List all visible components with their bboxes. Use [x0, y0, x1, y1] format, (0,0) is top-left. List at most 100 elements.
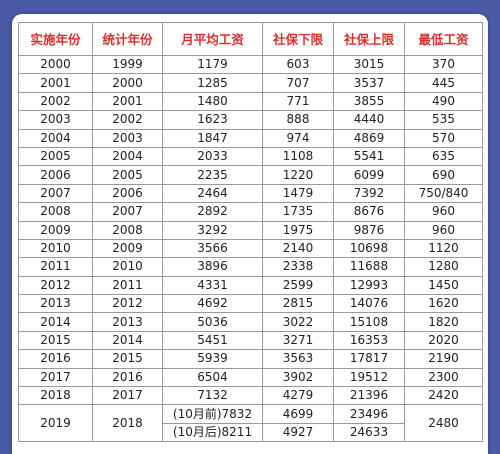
table-cell: 2010	[92, 257, 163, 277]
table-cell: 771	[262, 91, 334, 112]
table-cell: 19512	[333, 367, 405, 388]
table-cell: 1220	[262, 165, 334, 185]
table-cell: 2300	[404, 367, 483, 388]
table-cell: 2013	[92, 312, 163, 332]
table-row: 2015 2014 5451 3271 16353 2020	[18, 330, 483, 351]
table-cell: 445	[404, 73, 483, 93]
table-cell: 2004	[92, 146, 163, 167]
header-cell: 统计年份	[92, 22, 163, 56]
table-cell: 14076	[333, 294, 405, 314]
table-cell: 1179	[162, 54, 263, 75]
table-cell: 2019	[18, 404, 93, 443]
table-cell: 2002	[92, 110, 163, 130]
table-cell: 2011	[92, 275, 163, 296]
header-cell: 最低工资	[404, 22, 483, 56]
table-cell: 3563	[262, 349, 334, 369]
table-cell: 1108	[262, 146, 334, 167]
table-row: 2007 2006 2464 1479 7392 750/840	[18, 183, 483, 204]
table-cell: 1120	[404, 238, 483, 259]
table-row: 2012 2011 4331 2599 12993 1450	[18, 275, 483, 296]
table-row: 2014 2013 5036 3022 15108 1820	[18, 312, 483, 332]
table-cell: 6099	[333, 165, 405, 185]
table-cell: 10698	[333, 238, 405, 259]
table-cell: 4699	[262, 404, 334, 424]
table-cell: 9876	[333, 220, 405, 240]
table-cell: 2013	[18, 294, 93, 314]
table-cell: 23496	[333, 404, 405, 424]
table-cell: 2140	[262, 238, 334, 259]
table-cell: 2009	[18, 220, 93, 240]
table-cell: 2464	[162, 183, 263, 204]
table-cell: 370	[404, 54, 483, 75]
table-cell: 2008	[18, 202, 93, 222]
table-cell: 2017	[18, 367, 93, 388]
table-cell: 2009	[92, 238, 163, 259]
table-cell: 2001	[18, 73, 93, 93]
table-body: 2000 1999 1179 603 3015 370 2001 2000 1285 707 353…	[18, 54, 483, 443]
table-cell: 2004	[18, 128, 93, 148]
table-cell: 2190	[404, 349, 483, 369]
table-cell: 5451	[162, 330, 263, 351]
table-cell: 888	[262, 110, 334, 130]
table-row: 2016 2015 5939 3563 17817 2190	[18, 349, 483, 369]
table-cell: 2000	[18, 54, 93, 75]
table-cell: 690	[404, 165, 483, 185]
table-cell: 2006	[92, 183, 163, 204]
table-row: 2019 2018 (10月前)7832 4699 23496 2480	[18, 404, 483, 443]
table-row: 2005 2004 2033 1108 5541 635	[18, 146, 483, 167]
table-cell: 17817	[333, 349, 405, 369]
table-cell: 4331	[162, 275, 263, 296]
table-cell: 24633	[333, 422, 405, 443]
table-cell: 750/840	[404, 183, 483, 204]
header-cell: 社保下限	[262, 22, 334, 56]
table-cell: 4869	[333, 128, 405, 148]
table-cell: 2003	[92, 128, 163, 148]
table-cell: 2007	[92, 202, 163, 222]
table-row: 2002 2001 1480 771 3855 490	[18, 91, 483, 112]
table-cell: 2599	[262, 275, 334, 296]
table-cell: 2015	[18, 330, 93, 351]
table-cell: 2015	[92, 349, 163, 369]
table-cell: 2008	[92, 220, 163, 240]
table-cell: 3292	[162, 220, 263, 240]
table-cell: 3537	[333, 73, 405, 93]
header-cell: 社保上限	[333, 22, 405, 56]
table-cell: 1480	[162, 91, 263, 112]
table-row: 2011 2010 3896 2338 11688 1280	[18, 257, 483, 277]
table-cell: 2007	[18, 183, 93, 204]
table-cell: 1620	[404, 294, 483, 314]
table-cell: 3015	[333, 54, 405, 75]
table-row: 2010 2009 3566 2140 10698 1120	[18, 238, 483, 259]
table-cell: 2011	[18, 257, 93, 277]
table-cell: 535	[404, 110, 483, 130]
table-cell: 2018	[92, 404, 163, 443]
table-cell: 1479	[262, 183, 334, 204]
table-cell: 2033	[162, 146, 263, 167]
table-cell: 707	[262, 73, 334, 93]
table-cell: 2006	[18, 165, 93, 185]
table-cell: 2012	[18, 275, 93, 296]
table-row: (10月后)8211 4927 24633	[19, 422, 483, 443]
table-cell: 2892	[162, 202, 263, 222]
table-cell: 490	[404, 91, 483, 112]
table-cell: 2017	[92, 386, 163, 406]
table-cell: 2016	[18, 349, 93, 369]
table-cell: 1450	[404, 275, 483, 296]
table-cell: 4692	[162, 294, 263, 314]
header-cell: 实施年份	[18, 22, 93, 56]
table-cell: 15108	[333, 312, 405, 332]
table-cell: 2005	[18, 146, 93, 167]
table-cell: 2014	[18, 312, 93, 332]
table-cell: 2016	[92, 367, 163, 388]
table-cell: 2010	[18, 238, 93, 259]
table-cell: 1280	[404, 257, 483, 277]
table-cell: 570	[404, 128, 483, 148]
table-panel: 实施年份 统计年份 月平均工资 社保下限 社保上限 最低工资 2000 1999 1179 60…	[12, 14, 488, 454]
table-cell: 4440	[333, 110, 405, 130]
table-cell: 1735	[262, 202, 334, 222]
table-cell: 974	[262, 128, 334, 148]
table-cell: 1975	[262, 220, 334, 240]
table-cell: 960	[404, 202, 483, 222]
table-row: 2018 2017 7132 4279 21396 2420	[18, 386, 483, 406]
